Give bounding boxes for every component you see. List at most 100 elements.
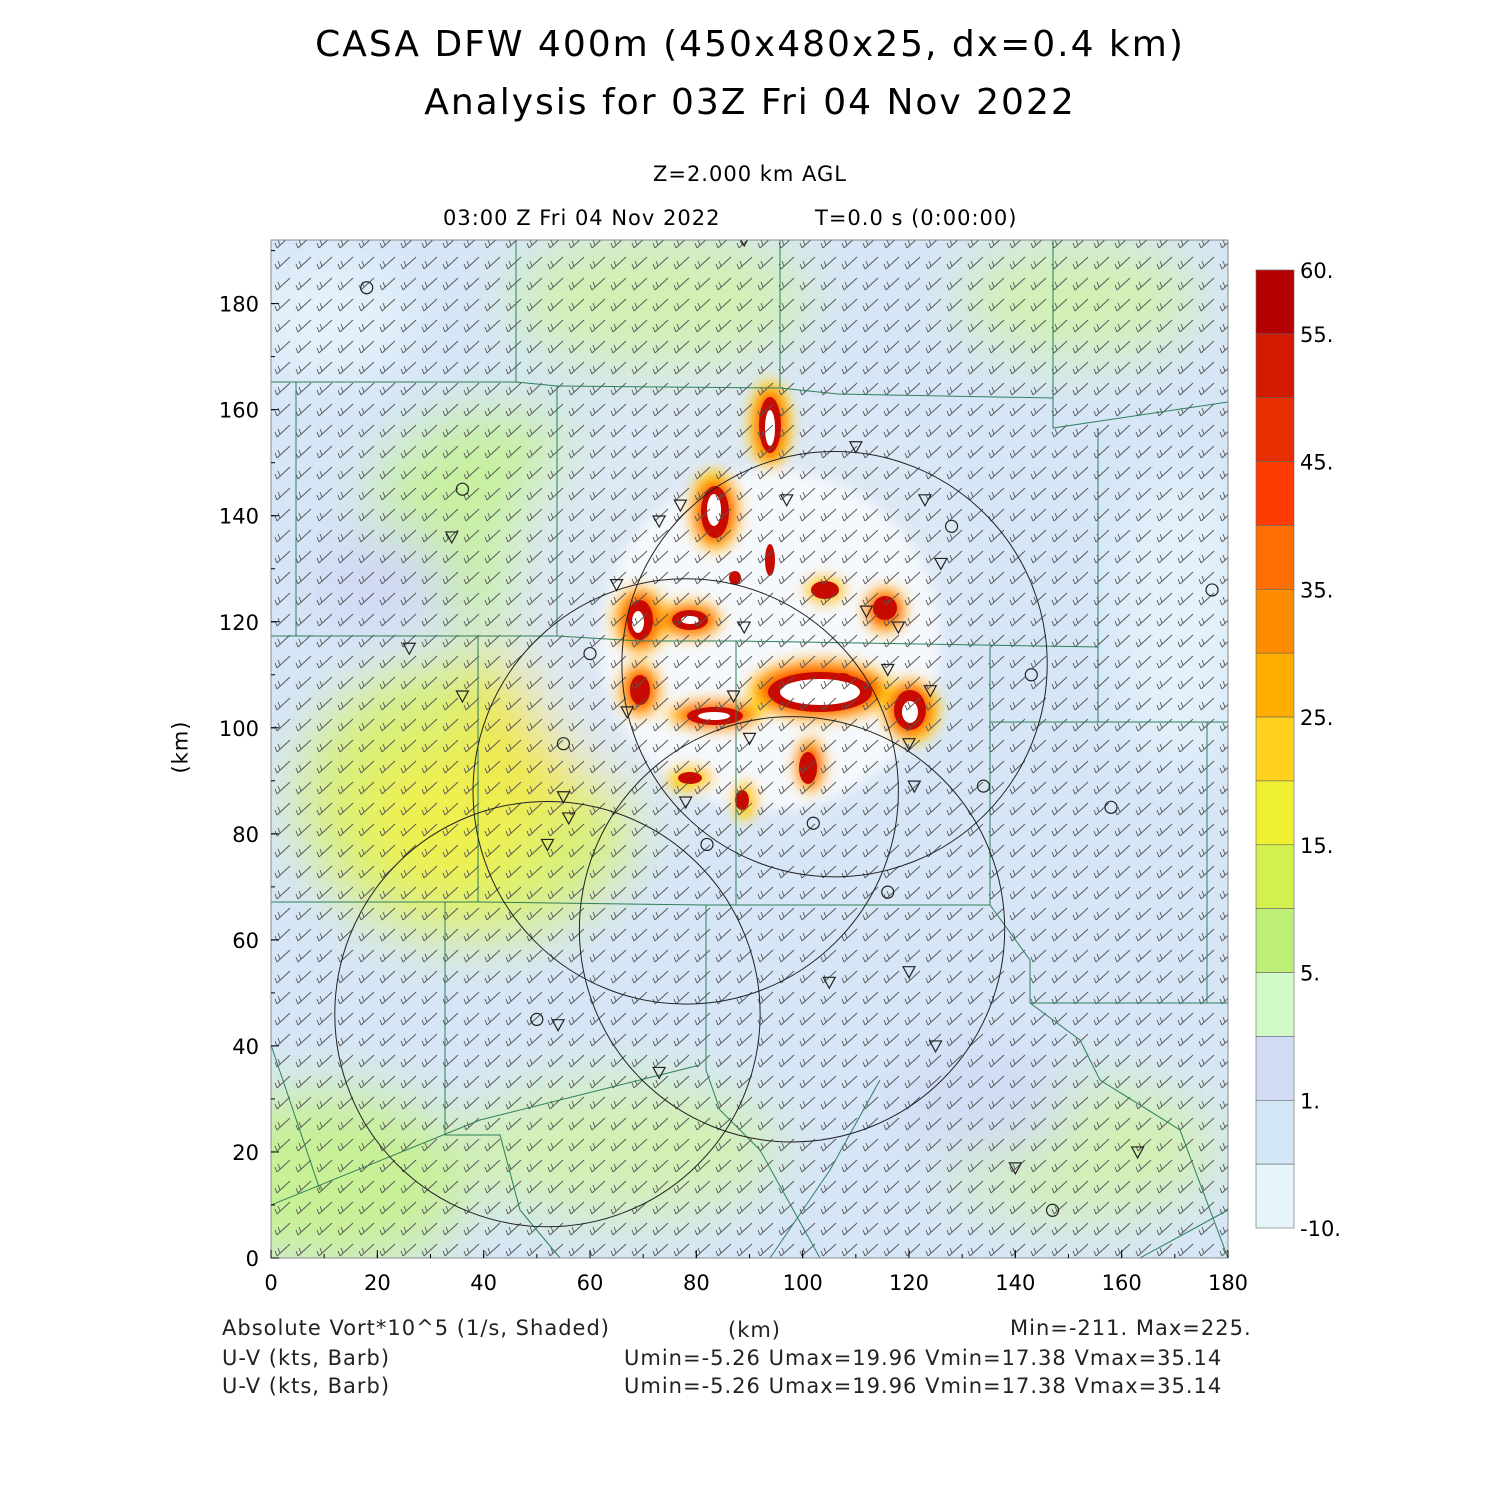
x-tick-label: 120 — [889, 1271, 929, 1295]
station-triangle-marker — [737, 621, 752, 635]
colorbar-swatch — [1255, 780, 1295, 846]
station-triangle-marker — [673, 499, 688, 513]
colorbar-swatch — [1255, 844, 1295, 909]
colorbar-label: 60. — [1300, 259, 1333, 283]
station-triangle-marker — [609, 579, 624, 592]
station-triangle-marker — [933, 557, 948, 571]
x-tick-label: 40 — [470, 1271, 497, 1295]
radar-range-rings — [334, 451, 1048, 1228]
y-tick-label: 120 — [219, 611, 259, 635]
station-triangle-marker — [1008, 1162, 1023, 1176]
station-circle-marker — [1024, 668, 1038, 682]
station-triangle-marker — [907, 780, 922, 794]
station-triangle-marker — [678, 796, 693, 810]
station-triangle-marker — [822, 976, 837, 990]
axes: 0 20 40 60 80 100 120 140 160 180 0 20 40 60 80 100 120 1… — [219, 250, 1248, 1295]
colorbar-swatch — [1255, 269, 1295, 335]
colorbar-swatch — [1255, 1099, 1295, 1165]
colorbar-swatch — [1255, 972, 1295, 1037]
colorbar-swatch — [1255, 908, 1295, 973]
time-label: 03:00 Z Fri 04 Nov 2022 — [443, 206, 721, 230]
station-circle-marker — [1104, 800, 1118, 814]
x-tick-label: 20 — [364, 1271, 391, 1295]
y-tick-label: 20 — [232, 1141, 259, 1165]
station-triangle-marker — [779, 494, 794, 508]
radar-ring-south-west — [334, 800, 761, 1228]
y-axis-label: (km) — [168, 720, 193, 774]
radar-ring-north-east — [621, 451, 1048, 878]
colorbar-label: 25. — [1300, 706, 1333, 730]
x-tick-label: 180 — [1208, 1271, 1248, 1295]
x-tick-label: 0 — [264, 1271, 277, 1295]
colorbar-swatch — [1255, 397, 1295, 462]
y-tick-label: 100 — [219, 717, 259, 741]
wind-barbs — [271, 240, 1228, 1258]
station-circle-marker — [700, 837, 714, 852]
x-tick-label: 140 — [995, 1271, 1035, 1295]
colorbar-swatch — [1255, 652, 1295, 718]
station-triangle-marker — [620, 706, 635, 720]
station-triangle-marker — [917, 494, 932, 508]
y-tick-label: 140 — [219, 505, 259, 529]
x-tick-label: 60 — [577, 1271, 604, 1295]
colorbar-label: 5. — [1300, 962, 1320, 986]
barb-label-2: U-V (kts, Barb) — [222, 1374, 391, 1398]
radar-ring-center — [472, 578, 899, 1005]
station-circle-marker — [806, 816, 820, 830]
station-circle-marker — [1205, 583, 1219, 597]
station-circle-marker — [530, 1012, 544, 1027]
station-triangle-marker — [742, 732, 757, 746]
colorbar-swatch — [1255, 461, 1295, 526]
x-tick-label: 100 — [783, 1271, 823, 1295]
y-tick-label: 60 — [232, 929, 259, 953]
title-line-2: Analysis for 03Z Fri 04 Nov 2022 — [424, 82, 1076, 123]
colorbar-label: 55. — [1300, 323, 1333, 347]
station-triangle-marker — [923, 685, 938, 698]
radar-ring-south — [578, 716, 1006, 1143]
min-max-label: Min=-211. Max=225. — [1010, 1316, 1252, 1340]
station-circle-marker — [455, 482, 469, 496]
station-triangle-marker — [540, 838, 555, 852]
station-circle-marker — [360, 281, 374, 295]
colorbar-label: -10. — [1300, 1217, 1341, 1241]
colorbar-label: 35. — [1300, 578, 1333, 602]
station-triangle-marker — [652, 1066, 667, 1080]
station-triangle-marker — [402, 642, 417, 656]
station-triangle-marker — [880, 663, 895, 677]
station-circle-marker — [976, 779, 991, 793]
station-triangle-marker — [726, 690, 741, 704]
field-label: Absolute Vort*10^5 (1/s, Shaded) — [222, 1316, 610, 1340]
title-line-1: CASA DFW 400m (450x480x25, dx=0.4 km) — [315, 24, 1185, 65]
level-label: Z=2.000 km AGL — [652, 162, 848, 186]
station-circle-marker — [944, 519, 959, 533]
station-triangle-marker — [551, 1019, 566, 1032]
colorbar-swatch — [1255, 525, 1295, 590]
station-triangle-marker — [556, 791, 571, 804]
colorbar-swatch — [1255, 1163, 1295, 1229]
county-boundaries — [271, 240, 1228, 1258]
station-circle-marker — [583, 646, 597, 661]
y-tick-label: 40 — [232, 1035, 259, 1059]
station-triangle-marker — [928, 1040, 943, 1054]
x-axis-label: (km) — [728, 1318, 782, 1342]
station-triangle-marker — [901, 738, 917, 751]
station-triangle-marker — [848, 441, 863, 455]
station-triangle-marker — [891, 621, 906, 635]
station-triangle-marker — [444, 531, 459, 545]
colorbar-label: 15. — [1300, 834, 1333, 858]
station-triangle-marker — [561, 812, 576, 826]
station-triangle-marker — [455, 690, 470, 704]
station-triangle-marker — [652, 515, 667, 529]
station-triangle-marker — [901, 966, 917, 979]
y-tick-label: 180 — [219, 293, 259, 317]
elapsed-label: T=0.0 s (0:00:00) — [815, 206, 1018, 230]
station-markers — [360, 240, 1219, 1217]
colorbar: 60. 55. 45. 35. 25. 15. 5. 1. -10. — [1255, 259, 1341, 1241]
x-tick-label: 160 — [1102, 1271, 1142, 1295]
x-tick-label: 80 — [683, 1271, 710, 1295]
y-tick-label: 160 — [219, 399, 259, 423]
station-triangle-marker — [1130, 1146, 1145, 1160]
station-circle-marker — [881, 885, 895, 899]
station-circle-marker — [556, 737, 571, 751]
